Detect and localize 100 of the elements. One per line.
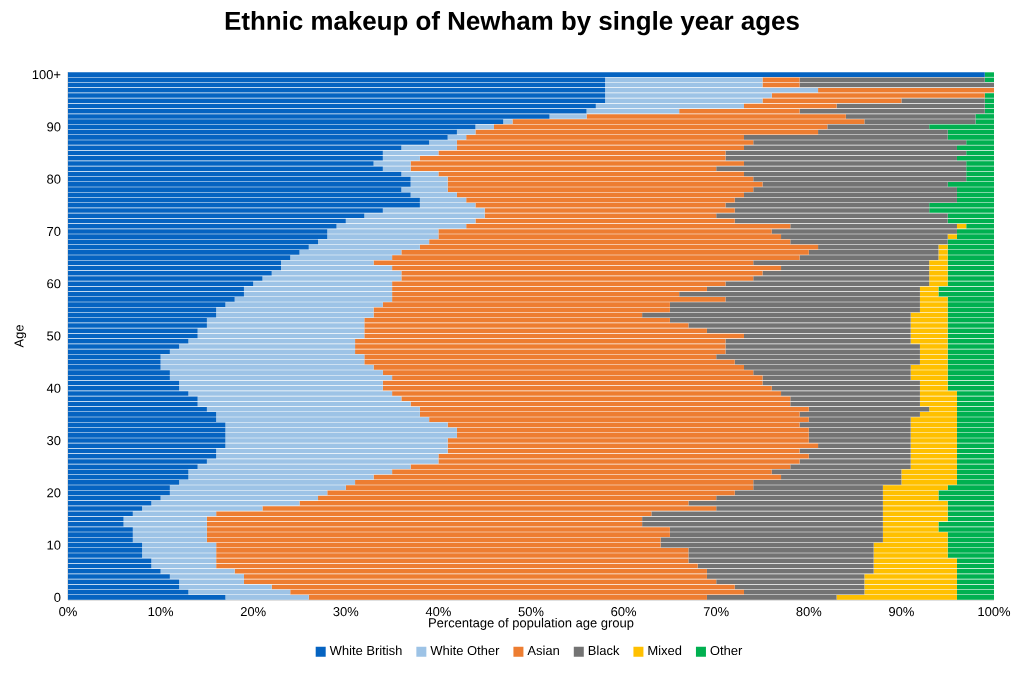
bar [919,396,957,402]
bar [984,98,995,104]
bar [68,155,383,161]
bar [68,412,217,417]
bar [197,328,365,334]
bar [947,182,995,187]
bar [947,318,995,323]
bar [956,433,995,438]
bar [910,443,957,449]
bar [873,558,957,564]
bar [947,328,995,334]
bar [919,391,957,396]
bar [68,433,226,438]
bar [919,344,948,349]
bar [206,323,365,328]
bar [753,480,902,485]
bar [68,417,217,422]
bar [956,595,995,600]
bar [929,203,995,208]
bar [975,114,995,119]
bar [669,532,883,537]
bar [771,229,957,234]
bar [68,72,985,77]
bar [956,187,995,192]
bar [929,276,948,281]
bar [456,140,754,145]
bar [355,344,726,349]
bar [956,464,995,469]
bar [447,443,819,449]
bar [910,370,948,375]
bar [910,328,948,334]
bar [68,532,133,537]
bar [956,568,995,574]
bar [68,579,180,584]
bar [836,595,957,600]
bar [956,396,995,402]
bar [947,344,995,349]
bar [956,412,995,417]
bar [68,548,143,553]
bar [984,93,995,98]
bar [142,548,217,553]
bar [808,250,939,255]
bar [688,553,874,558]
bar [882,511,948,517]
bar [216,553,689,558]
bar [68,87,606,93]
bar [355,349,726,354]
bar [216,548,689,553]
bar [966,166,995,172]
bar [947,270,995,276]
bar [206,459,439,464]
bar [956,223,967,229]
bar [910,365,948,370]
bar [910,459,957,464]
bar [947,511,995,517]
bar [68,438,226,443]
bar [947,548,995,553]
bar [947,255,995,260]
bar [947,276,995,281]
bar [706,568,874,574]
bar [947,506,995,511]
bar [947,338,995,344]
bar [947,553,995,558]
bar [947,385,995,391]
bar [456,433,809,438]
bar [716,213,948,219]
bar [947,135,995,140]
bar [938,250,948,255]
bar [68,453,217,459]
bar [882,506,948,511]
bar [864,574,957,579]
bar [68,323,207,328]
bar [956,155,995,161]
bar [605,87,819,93]
bar [956,417,995,422]
bar [771,385,920,391]
bar [669,302,920,307]
bar [947,349,995,354]
bar [919,297,948,302]
bar [438,453,809,459]
bar [956,579,995,584]
bar [947,302,995,307]
bar [123,521,207,527]
bar [68,443,226,449]
bar [956,391,995,396]
bar [956,234,995,239]
bar [68,385,180,391]
bar [68,98,606,104]
bar [864,579,957,584]
bar [984,72,995,77]
bar [68,595,226,600]
bar [688,558,874,564]
bar [910,433,957,438]
bar [799,108,985,114]
bar [142,553,217,558]
bar [132,527,207,532]
bar [503,119,513,124]
bar [725,344,920,349]
bar [956,558,995,564]
bar [447,182,763,187]
